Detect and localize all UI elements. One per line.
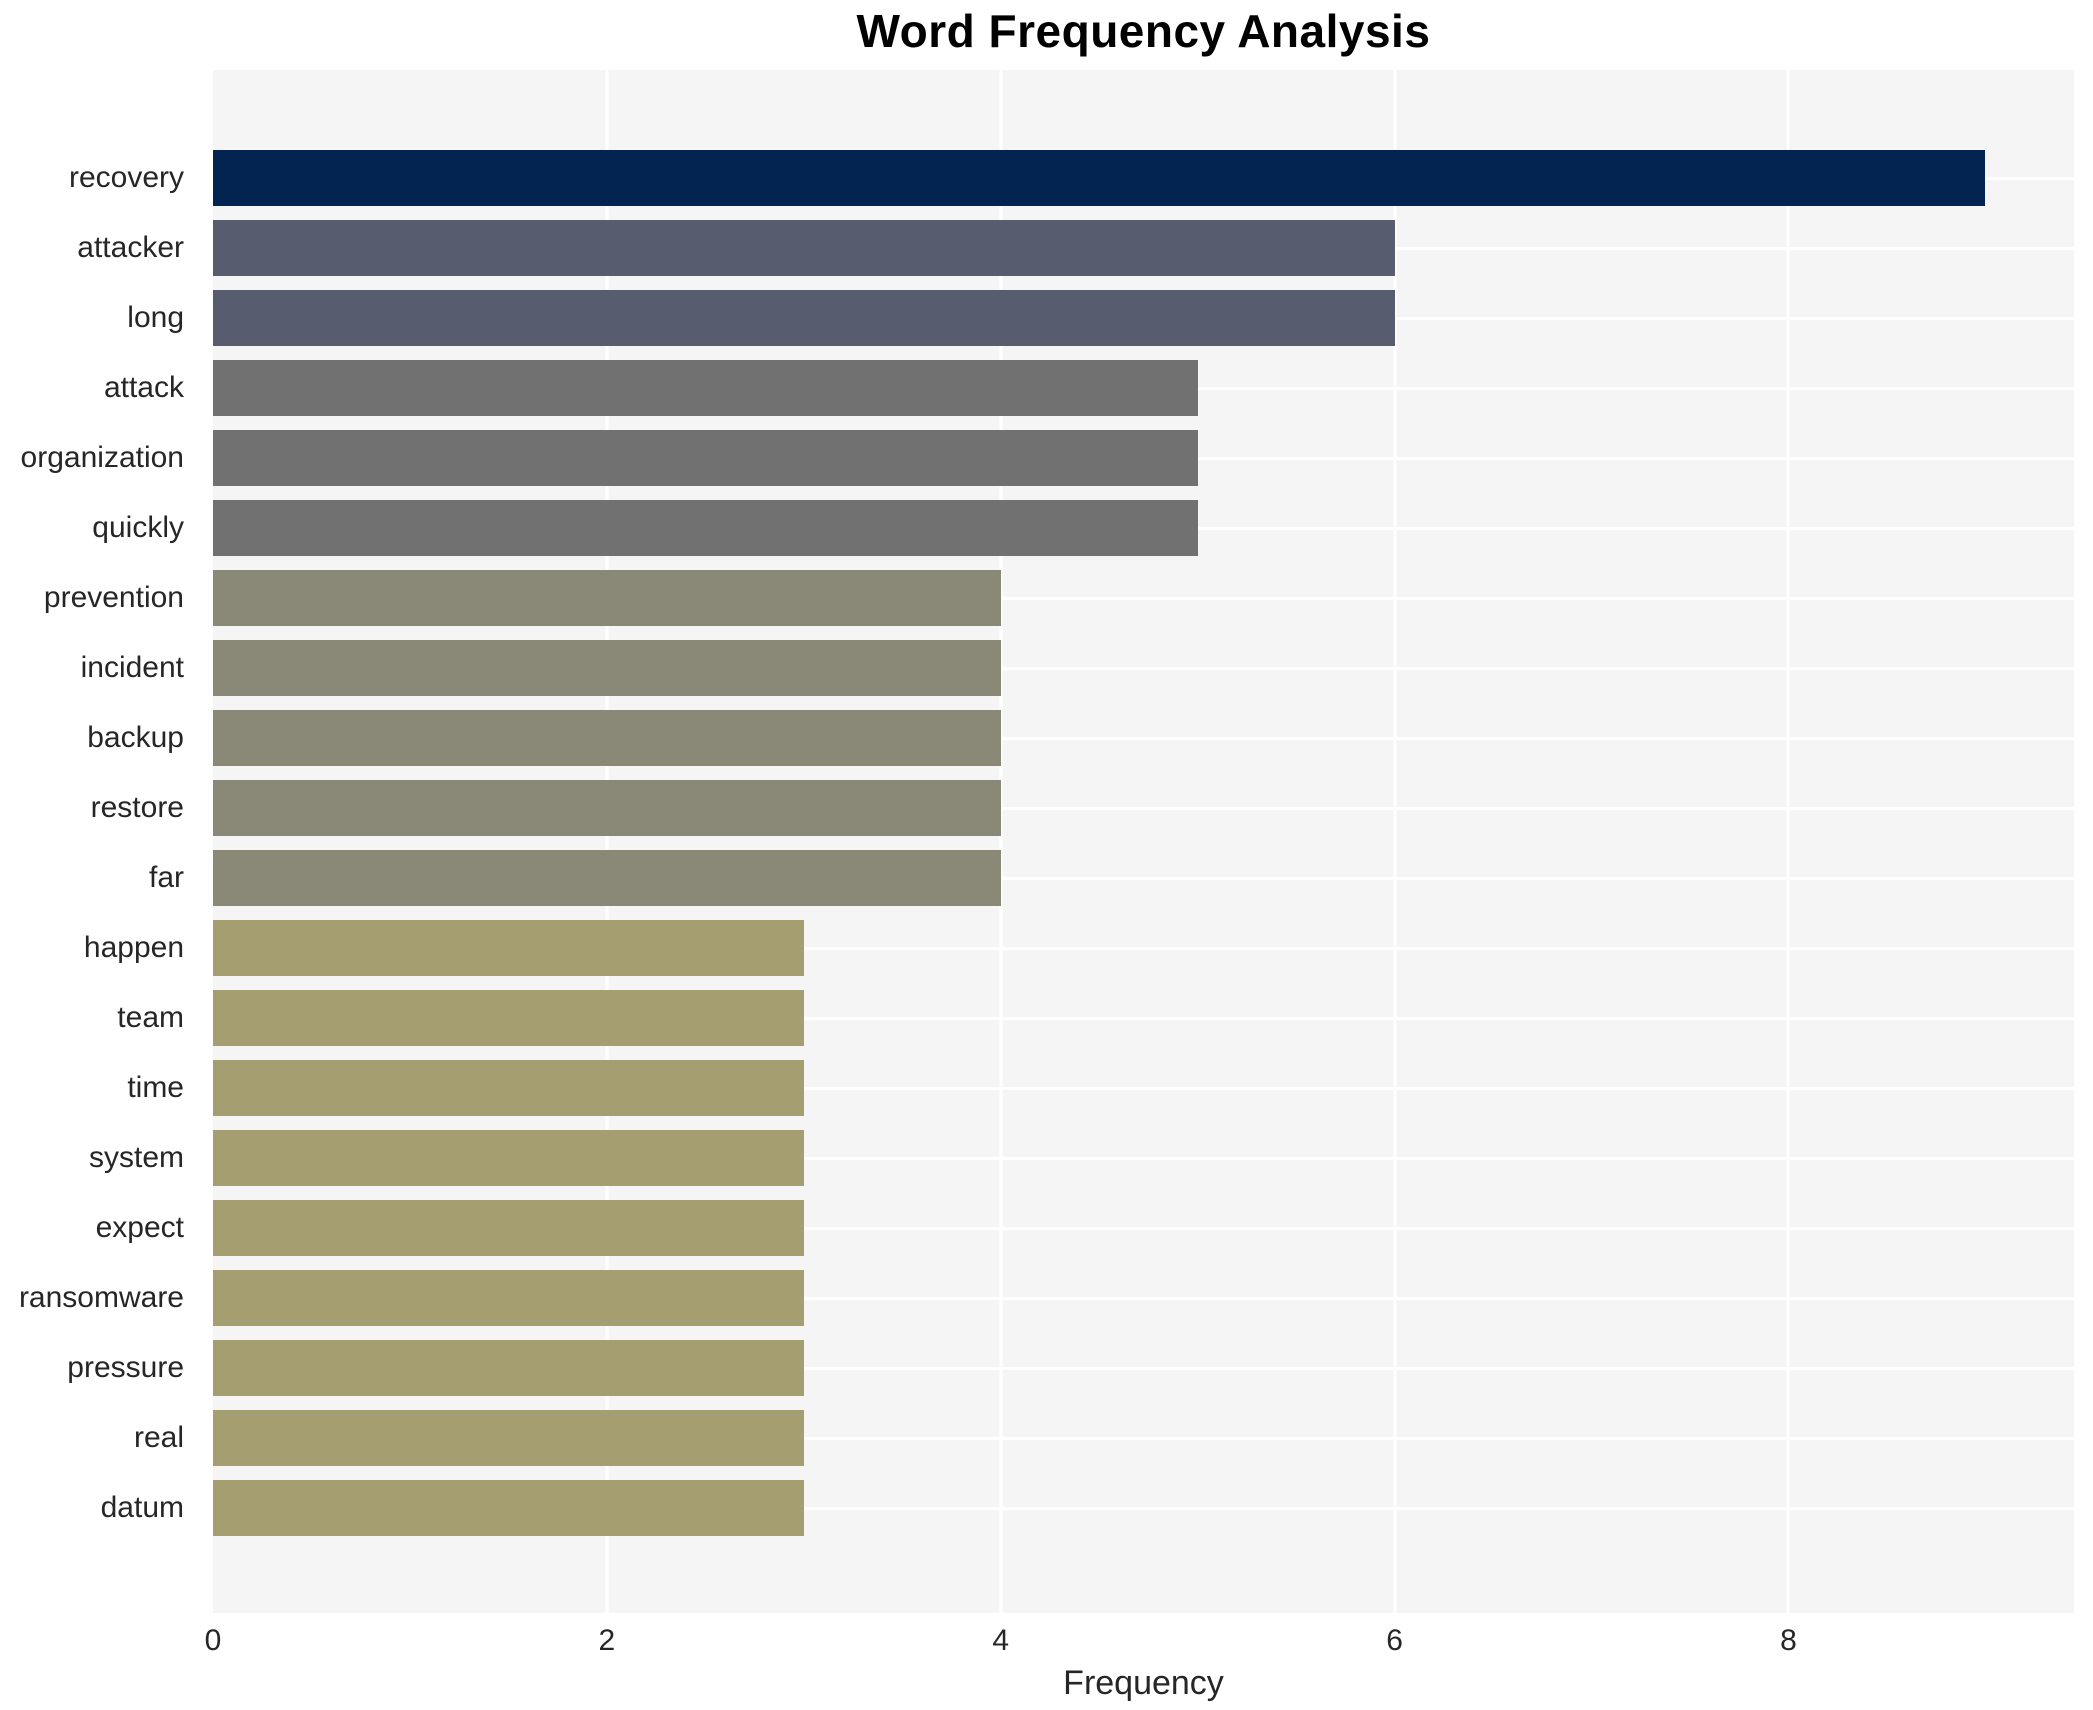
x-tick-2: 2 [598, 1624, 616, 1657]
y-axis-labels: recovery attacker long attack organization qu… [0, 143, 198, 1543]
bar-ransomware [213, 1270, 804, 1326]
bar-row-quickly [213, 493, 2074, 563]
gridline-x-2 [605, 70, 609, 1613]
y-label-long: long [127, 301, 184, 334]
bar-system [213, 1130, 804, 1186]
plot-area [213, 70, 2074, 1613]
bar-prevention [213, 570, 1001, 626]
bar-far [213, 850, 1001, 906]
bar-organization [213, 430, 1198, 486]
gridline-y-datum [213, 1506, 2074, 1510]
y-label-incident: incident [80, 651, 184, 684]
bar-row-attack [213, 353, 2074, 423]
bar-rows [213, 143, 2074, 1543]
bar-row-backup [213, 703, 2074, 773]
y-label-attack: attack [103, 371, 184, 404]
bar-backup [213, 710, 1001, 766]
bar-long [213, 290, 1395, 346]
bar-expect [213, 1200, 804, 1256]
y-label-datum: datum [100, 1491, 184, 1524]
gridline-x-8 [1786, 70, 1790, 1613]
bar-restore [213, 780, 1001, 836]
bar-row-restore [213, 773, 2074, 843]
y-label-far: far [148, 861, 184, 894]
bar-row-attacker [213, 213, 2074, 283]
y-label-prevention: prevention [43, 581, 184, 614]
gridline-y-real [213, 1436, 2074, 1440]
bar-row-pressure [213, 1333, 2074, 1403]
y-label-restore: restore [90, 791, 184, 824]
bar-recovery [213, 150, 1986, 206]
x-axis-ticks: 0 2 4 6 8 [205, 1624, 2074, 1664]
gridline-x-4 [999, 70, 1003, 1613]
y-label-time: time [127, 1071, 184, 1104]
y-label-quickly: quickly [92, 511, 184, 544]
bar-pressure [213, 1340, 804, 1396]
bar-happen [213, 920, 804, 976]
gridline-y-incident [213, 666, 2074, 670]
gridline-y-expect [213, 1226, 2074, 1230]
gridline-y-prevention [213, 596, 2074, 600]
bar-row-real [213, 1403, 2074, 1473]
y-label-expect: expect [95, 1211, 184, 1244]
gridline-y-system [213, 1156, 2074, 1160]
y-label-organization: organization [20, 441, 184, 474]
x-tick-4: 4 [992, 1624, 1010, 1657]
y-label-team: team [117, 1001, 184, 1034]
gridline-y-time [213, 1086, 2074, 1090]
gridline-y-restore [213, 806, 2074, 810]
x-tick-0: 0 [204, 1624, 222, 1657]
y-label-attacker: attacker [77, 231, 184, 264]
bar-real [213, 1410, 804, 1466]
bar-row-prevention [213, 563, 2074, 633]
bar-row-ransomware [213, 1263, 2074, 1333]
bar-attack [213, 360, 1198, 416]
bar-row-happen [213, 913, 2074, 983]
bar-quickly [213, 500, 1198, 556]
gridline-y-team [213, 1016, 2074, 1020]
x-tick-6: 6 [1386, 1624, 1403, 1657]
x-tick-8: 8 [1780, 1624, 1797, 1657]
bar-row-system [213, 1123, 2074, 1193]
y-label-real: real [133, 1421, 184, 1454]
gridline-y-backup [213, 736, 2074, 740]
bar-time [213, 1060, 804, 1116]
bar-team [213, 990, 804, 1046]
bar-attacker [213, 220, 1395, 276]
bar-row-long [213, 283, 2074, 353]
gridline-y-happen [213, 946, 2074, 950]
y-label-backup: backup [87, 721, 184, 754]
bar-row-incident [213, 633, 2074, 703]
y-label-recovery: recovery [68, 161, 184, 194]
gridline-y-far [213, 876, 2074, 880]
bar-incident [213, 640, 1001, 696]
x-axis-title: Frequency [1063, 1664, 1224, 1702]
bar-datum [213, 1480, 804, 1536]
gridline-y-ransomware [213, 1296, 2074, 1300]
bar-row-far [213, 843, 2074, 913]
bar-row-time [213, 1053, 2074, 1123]
y-label-happen: happen [83, 931, 184, 964]
y-label-pressure: pressure [67, 1351, 184, 1384]
y-label-system: system [88, 1141, 184, 1174]
bar-row-expect [213, 1193, 2074, 1263]
y-label-ransomware: ransomware [18, 1281, 184, 1314]
gridline-y-pressure [213, 1366, 2074, 1370]
bar-row-team [213, 983, 2074, 1053]
bar-row-organization [213, 423, 2074, 493]
bar-row-recovery [213, 143, 2074, 213]
gridline-x-6 [1393, 70, 1397, 1613]
bar-row-datum [213, 1473, 2074, 1543]
chart-title: Word Frequency Analysis [856, 5, 1431, 57]
